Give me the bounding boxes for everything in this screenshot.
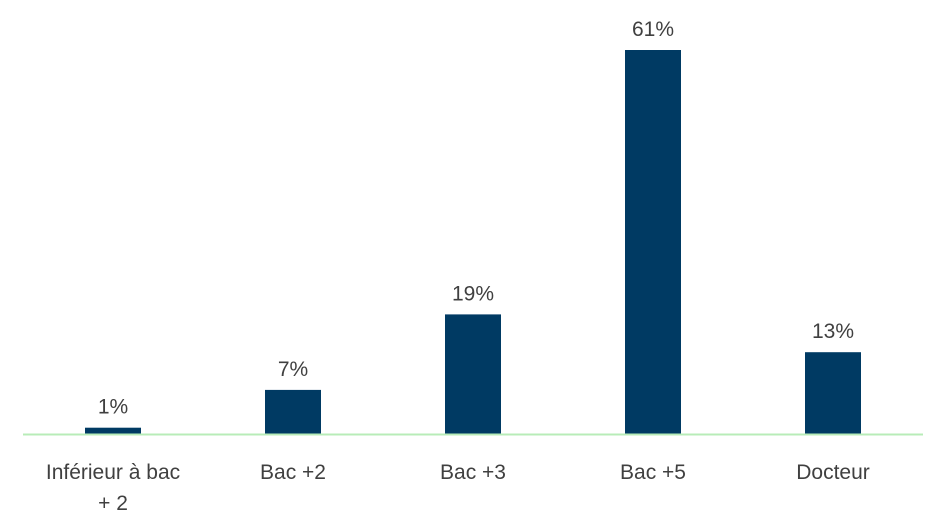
data-label-2: 19% bbox=[452, 282, 494, 305]
x-axis-ticks-layer: Inférieur à bac + 2 Bac +2 Bac +3 Bac +5 Doct… bbox=[46, 461, 870, 515]
x-tick-label-1: Bac +2 bbox=[260, 461, 326, 484]
bar-1 bbox=[265, 389, 321, 434]
data-labels-layer: 1% 7% 19% 61% 13% bbox=[98, 18, 854, 419]
bar-3 bbox=[625, 50, 681, 434]
data-label-0: 1% bbox=[98, 396, 128, 419]
data-label-1: 7% bbox=[278, 358, 308, 381]
bar-4 bbox=[805, 352, 861, 434]
data-label-3: 61% bbox=[632, 18, 674, 41]
bar-0 bbox=[85, 427, 141, 434]
data-label-4: 13% bbox=[812, 320, 854, 343]
x-tick-label-4: Docteur bbox=[796, 461, 870, 484]
x-tick-label-2: Bac +3 bbox=[440, 461, 506, 484]
x-tick-label-3: Bac +5 bbox=[620, 461, 686, 484]
bars-layer bbox=[85, 50, 861, 434]
x-tick-label-0: Inférieur à bac + 2 bbox=[46, 461, 180, 515]
bar-2 bbox=[445, 314, 501, 434]
